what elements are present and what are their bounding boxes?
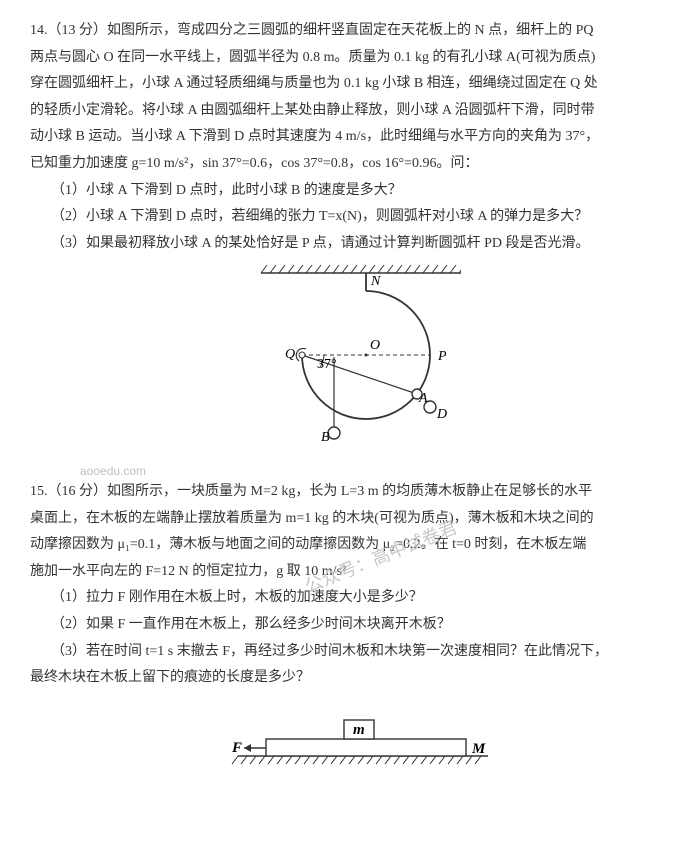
p14-q2: （2）小球 A 下滑到 D 点时，若细绳的张力 T=x(N)，则圆弧杆对小球 A…	[51, 204, 662, 231]
p15-q3a: （3）若在时间 t=1 s 末撤去 F，再经过多少时间木板和木块第一次速度相同？…	[51, 639, 662, 666]
svg-text:M: M	[471, 741, 486, 757]
svg-text:A: A	[418, 391, 428, 406]
p15-figure: m M F	[30, 698, 662, 784]
problem-14: 14.（13 分）如图所示，弯成四分之三圆弧的细杆竖直固定在天花板上的 N 点，…	[30, 18, 662, 469]
svg-text:37°: 37°	[317, 357, 337, 372]
p14-line1: 14.（13 分）如图所示，弯成四分之三圆弧的细杆竖直固定在天花板上的 N 点，…	[30, 18, 662, 45]
svg-text:D: D	[436, 407, 447, 422]
p14-line3: 穿在圆弧细杆上，小球 A 通过轻质细绳与质量也为 0.1 kg 小球 B 相连，…	[30, 71, 662, 98]
p15-q2: （2）如果 F 一直作用在木板上，那么经多少时间木块离开木板？	[51, 612, 662, 639]
svg-text:B: B	[321, 430, 330, 445]
problem-15: 15.（16 分）如图所示，一块质量为 M=2 kg，长为 L=3 m 的均质薄…	[30, 479, 662, 783]
p15-line3: 动摩擦因数为 μ₁=0.1，薄木板与地面之间的动摩擦因数为 μ₂=0.2。在 t…	[30, 532, 662, 559]
p15-line1: 15.（16 分）如图所示，一块质量为 M=2 kg，长为 L=3 m 的均质薄…	[30, 479, 662, 506]
p14-figure-svg: N O P Q AD B 37°	[231, 263, 461, 458]
svg-text:Q: Q	[285, 347, 295, 362]
p14-q3: （3）如果最初释放小球 A 的某处恰好是 P 点，请通过计算判断圆弧杆 PD 段…	[51, 231, 662, 258]
p15-line4: 施加一水平向左的 F=12 N 的恒定拉力，g 取 10 m/s²	[30, 559, 662, 586]
p15-q1: （1）拉力 F 刚作用在木板上时，木板的加速度大小是多少？	[51, 585, 662, 612]
svg-text:N: N	[370, 274, 381, 289]
p14-line5: 动小球 B 运动。当小球 A 下滑到 D 点时其速度为 4 m/s，此时细绳与水…	[30, 124, 662, 151]
svg-text:P: P	[437, 349, 447, 364]
p15-figure-svg: m M F	[196, 698, 496, 773]
p14-q1: （1）小球 A 下滑到 D 点时，此时小球 B 的速度是多大？	[51, 178, 662, 205]
p14-figure: N O P Q AD B 37°	[30, 263, 662, 469]
p14-line2: 两点与圆心 O 在同一水平线上，圆弧半径为 0.8 m。质量为 0.1 kg 的…	[30, 45, 662, 72]
svg-text:m: m	[353, 722, 365, 738]
svg-text:O: O	[370, 338, 380, 353]
svg-text:F: F	[231, 740, 242, 756]
p15-q3b: 最终木块在木板上留下的痕迹的长度是多少？	[30, 665, 662, 692]
p14-line6: 已知重力加速度 g=10 m/s²，sin 37°=0.6，cos 37°=0.…	[30, 151, 662, 178]
p14-line4: 的轻质小定滑轮。将小球 A 由圆弧细杆上某处由静止释放，则小球 A 沿圆弧杆下滑…	[30, 98, 662, 125]
p15-line2: 桌面上，在木板的左端静止摆放着质量为 m=1 kg 的木块(可视为质点)，薄木板…	[30, 506, 662, 533]
